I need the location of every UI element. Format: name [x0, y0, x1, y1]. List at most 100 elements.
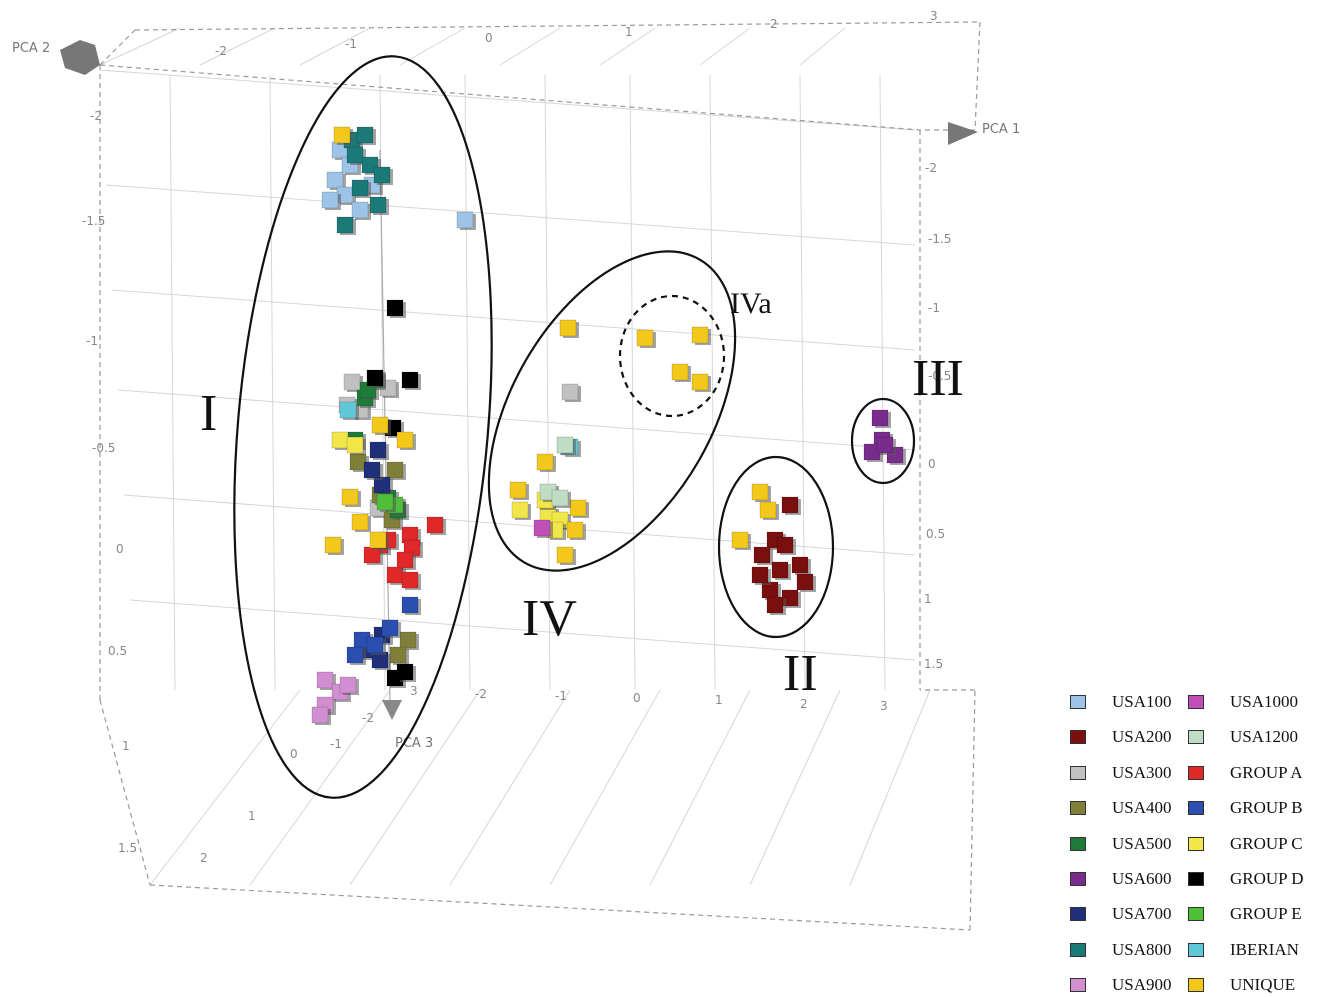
legend-swatch [1188, 730, 1204, 745]
tick-label-pca2-right: 0.5 [926, 527, 945, 541]
data-point-iberian [339, 401, 357, 419]
legend-swatch [1188, 872, 1204, 886]
grid-line-floor [449, 689, 571, 886]
legend-item: GROUP B [1188, 796, 1303, 820]
grid-line-top [599, 27, 656, 66]
data-point-usa600 [876, 436, 894, 454]
data-point-usa800 [356, 126, 374, 144]
cluster-label-iii: III [912, 350, 964, 407]
tick-label-pca2-left: -1.5 [82, 214, 105, 228]
legend-swatch [1188, 978, 1204, 993]
grid-line-h [129, 599, 916, 661]
legend-label: USA100 [1112, 692, 1172, 711]
legend-item: USA800 [1070, 938, 1172, 962]
grid-line-top [399, 27, 466, 66]
legend-swatch [1188, 907, 1204, 922]
legend-item: USA900 [1070, 973, 1172, 997]
data-point-group-a [426, 516, 444, 534]
axis-arrows: PCA 2 PCA 1 PCA 3 [12, 40, 1020, 751]
frame-edge [969, 689, 976, 931]
legend-swatch [1070, 978, 1086, 993]
grid-line-floor [849, 689, 931, 886]
data-point-unique [324, 536, 342, 554]
tick-label-pca1-top: -2 [215, 44, 227, 58]
data-point-unique [671, 363, 689, 381]
legend-label: USA400 [1112, 798, 1172, 818]
data-point-usa200 [771, 561, 789, 579]
grid-line-top [799, 27, 846, 66]
legend-label: USA1000 [1230, 692, 1299, 711]
data-point-usa900 [339, 676, 357, 694]
legend-swatch [1188, 836, 1204, 851]
grid-line-h [99, 69, 916, 131]
grid-line-top [699, 27, 751, 66]
plot-frame [99, 21, 981, 931]
grid-line-v [709, 74, 716, 691]
legend-item: USA400 [1070, 796, 1172, 820]
grid-line-v [464, 74, 471, 691]
data-point-unique [759, 501, 777, 519]
frame-edge [134, 21, 981, 31]
data-point-unique [636, 329, 654, 347]
data-point-usa300 [561, 383, 579, 401]
legend-swatch [1188, 695, 1204, 709]
data-point-group-b [381, 619, 399, 637]
legend-label: USA700 [1112, 904, 1172, 924]
legend-swatch [1070, 836, 1086, 851]
tick-label-pca1-top: -1 [345, 37, 357, 51]
data-point-usa700 [363, 461, 381, 479]
data-point-unique [333, 126, 351, 144]
tick-label-pca1-top: 1 [625, 25, 633, 39]
data-point-usa400 [386, 461, 404, 479]
legend-item: USA700 [1070, 902, 1172, 926]
tick-label-pca2-right: 1 [924, 592, 932, 606]
tick-label-pca2-right: -2 [925, 161, 937, 175]
data-point-group-b [366, 636, 384, 654]
frame-edge [974, 21, 981, 131]
tick-label-pca2-right: 1.5 [924, 657, 943, 671]
legend-item: USA300 [1070, 761, 1172, 785]
tick-label-pca2-left: -0.5 [92, 441, 115, 455]
data-point-group-c [346, 436, 364, 454]
legend-item: USA1200 [1188, 725, 1298, 749]
legend-swatch [1070, 695, 1086, 709]
data-point-unique [341, 488, 359, 506]
legend-swatch [1070, 872, 1086, 886]
tick-label-pca2-left: 1 [122, 739, 130, 753]
data-point-usa1000 [533, 519, 551, 537]
tick-label-pca1-top: 2 [770, 17, 778, 31]
data-point-unique [691, 373, 709, 391]
tick-label-pca2-right: -1.5 [928, 232, 951, 246]
legend-item: USA600 [1070, 867, 1172, 891]
frame-edge [99, 699, 151, 886]
tick-label-pca1-bottom: -1 [555, 689, 567, 703]
legend-label: USA300 [1112, 762, 1172, 782]
legend-item: GROUP A [1188, 761, 1303, 785]
data-point-unique [396, 431, 414, 449]
data-point-group-d [386, 299, 404, 317]
data-point-usa400 [349, 453, 367, 471]
tick-label-pca1-bottom: 3 [880, 699, 888, 713]
legend-swatch [1070, 730, 1086, 745]
pca1-axis-label: PCA 1 [982, 122, 1020, 137]
legend-label: USA1200 [1230, 727, 1299, 747]
data-point-usa400 [399, 631, 417, 649]
grid-line-h [117, 389, 916, 451]
data-point-unique [751, 483, 769, 501]
legend-item: IBERIAN [1188, 938, 1299, 962]
data-point-unique [731, 531, 749, 549]
legend-label: GROUP A [1230, 762, 1303, 782]
grid-line-floor [549, 689, 661, 886]
tick-label-pca3: -1 [330, 737, 342, 751]
data-point-unique [351, 513, 369, 531]
frame-edge [99, 64, 921, 131]
data-point-unique [566, 521, 584, 539]
data-point-usa700 [369, 441, 387, 459]
data-point-usa200 [796, 573, 814, 591]
legend-item: GROUP D [1188, 867, 1304, 891]
grid-line-floor [749, 689, 841, 886]
cluster-ellipse-iva [618, 294, 726, 418]
cluster-label-ii: II [783, 645, 818, 702]
tick-label-pca1-bottom: 1 [715, 693, 723, 707]
